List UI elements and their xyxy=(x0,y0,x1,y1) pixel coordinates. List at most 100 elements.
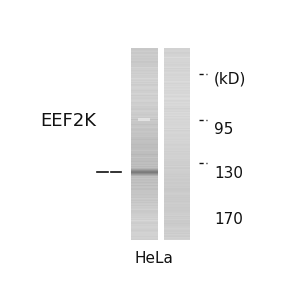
Bar xyxy=(131,152,158,153)
Bar xyxy=(131,184,158,186)
Bar xyxy=(164,151,190,152)
Bar xyxy=(131,141,158,142)
Bar xyxy=(164,72,190,73)
Bar xyxy=(131,148,158,149)
Bar xyxy=(164,116,190,117)
Bar xyxy=(164,239,190,240)
Bar xyxy=(131,155,158,156)
Bar xyxy=(164,176,190,177)
Bar xyxy=(131,232,158,233)
Bar xyxy=(164,125,190,126)
Bar xyxy=(131,173,158,174)
Bar xyxy=(131,160,158,161)
Bar xyxy=(164,222,190,223)
Bar xyxy=(131,125,158,126)
Bar xyxy=(131,166,158,167)
Bar xyxy=(164,173,190,174)
Bar xyxy=(131,216,158,217)
Bar xyxy=(131,195,158,196)
Bar xyxy=(131,119,158,120)
Bar xyxy=(164,110,190,112)
Bar xyxy=(131,189,158,190)
Bar xyxy=(131,127,158,128)
Bar xyxy=(164,53,190,54)
Bar xyxy=(164,229,190,230)
Bar xyxy=(164,190,190,191)
Bar xyxy=(131,73,158,74)
Bar xyxy=(131,150,158,151)
Bar xyxy=(164,49,190,50)
Bar xyxy=(131,227,158,228)
Bar xyxy=(164,54,190,55)
Bar xyxy=(164,224,190,225)
Bar xyxy=(131,62,158,63)
Bar xyxy=(164,81,190,82)
Bar xyxy=(131,190,158,191)
Bar xyxy=(164,105,190,106)
Bar xyxy=(131,105,158,106)
Bar xyxy=(164,59,190,60)
Bar xyxy=(164,83,190,84)
Bar xyxy=(164,160,190,161)
Bar xyxy=(164,186,190,187)
Bar xyxy=(131,187,158,188)
Bar xyxy=(131,228,158,229)
Bar xyxy=(131,64,158,66)
Bar xyxy=(164,55,190,56)
Bar xyxy=(131,201,158,202)
Bar xyxy=(131,235,158,236)
Bar xyxy=(164,50,190,51)
Bar xyxy=(164,161,190,162)
Bar xyxy=(164,77,190,78)
Bar xyxy=(164,117,190,118)
Bar xyxy=(131,188,158,189)
Bar xyxy=(164,67,190,68)
Bar xyxy=(164,98,190,99)
Bar xyxy=(164,187,190,188)
Bar xyxy=(164,134,190,135)
Bar xyxy=(164,137,190,138)
Bar xyxy=(131,236,158,237)
Bar xyxy=(164,104,190,105)
Bar xyxy=(131,139,158,140)
Bar xyxy=(131,171,158,172)
Bar xyxy=(164,162,190,164)
Bar xyxy=(131,135,158,136)
Bar xyxy=(131,183,158,184)
Bar xyxy=(131,225,158,226)
Bar xyxy=(164,70,190,71)
Bar xyxy=(164,225,190,226)
Bar xyxy=(164,133,190,134)
Bar xyxy=(131,90,158,91)
Bar xyxy=(131,121,158,122)
Bar xyxy=(164,238,190,239)
Bar xyxy=(131,167,158,168)
Bar xyxy=(164,71,190,72)
Bar xyxy=(164,206,190,207)
Bar xyxy=(131,164,158,165)
Bar xyxy=(131,128,158,129)
Text: 95: 95 xyxy=(214,122,234,137)
Bar xyxy=(164,167,190,168)
Bar xyxy=(164,93,190,94)
Bar xyxy=(164,95,190,96)
Bar xyxy=(164,178,190,179)
Bar xyxy=(164,90,190,91)
Bar xyxy=(164,144,190,145)
Bar xyxy=(131,70,158,71)
Bar xyxy=(164,76,190,77)
Bar xyxy=(131,199,158,200)
Bar xyxy=(131,165,158,166)
Bar xyxy=(131,146,158,147)
Bar xyxy=(131,109,158,110)
Bar xyxy=(131,131,158,132)
Bar xyxy=(164,207,190,208)
Bar xyxy=(131,203,158,204)
Bar xyxy=(164,153,190,154)
Bar xyxy=(131,151,158,152)
Bar xyxy=(131,220,158,221)
Bar xyxy=(164,192,190,193)
Bar xyxy=(131,205,158,206)
Bar xyxy=(131,208,158,209)
Bar xyxy=(131,153,158,154)
